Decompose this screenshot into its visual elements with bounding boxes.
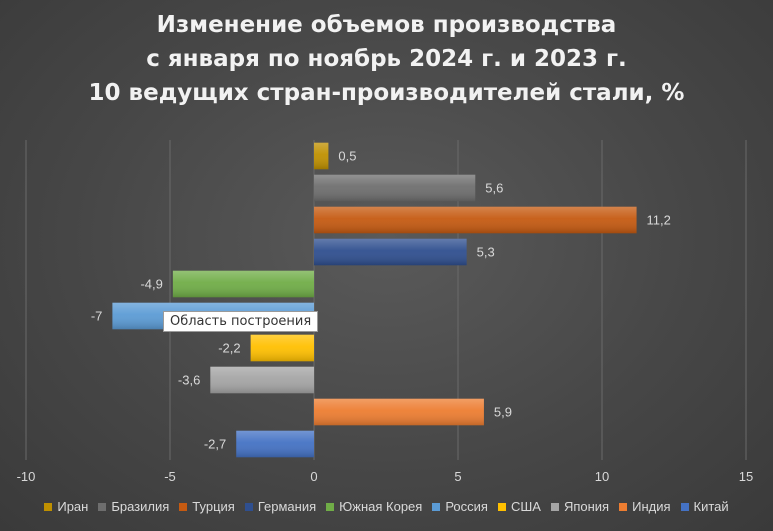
legend-label: США bbox=[510, 499, 541, 514]
legend-label: Турция bbox=[192, 499, 235, 514]
legend-item[interactable]: Япония bbox=[550, 499, 610, 514]
bar-shading bbox=[250, 334, 314, 362]
legend-item[interactable]: Россия bbox=[432, 499, 488, 514]
x-tick-label: 0 bbox=[310, 469, 317, 484]
legend-item[interactable]: Бразилия bbox=[98, 499, 169, 514]
legend: Иран Бразилия Турция Германия Южная Корея Рос… bbox=[0, 499, 773, 514]
legend-item[interactable]: США bbox=[497, 499, 541, 514]
legend-label: Япония bbox=[563, 499, 610, 514]
bar-shading bbox=[314, 206, 637, 234]
data-label: 0,5 bbox=[338, 149, 356, 164]
legend-label: Китай bbox=[693, 499, 729, 514]
x-tick-label: -10 bbox=[17, 469, 36, 484]
legend-item[interactable]: Южная Корея bbox=[326, 499, 422, 514]
legend-item[interactable]: Иран bbox=[44, 499, 88, 514]
data-label: 5,9 bbox=[494, 405, 512, 420]
data-label: -2,7 bbox=[204, 437, 226, 452]
bar-shading bbox=[314, 238, 467, 266]
legend-label: Германия bbox=[257, 499, 317, 514]
bar-shading bbox=[314, 398, 484, 426]
chart-title-line-1: Изменение объемов производства bbox=[156, 12, 617, 38]
chart-title-line-3: 10 ведущих стран-производителей стали, % bbox=[88, 80, 685, 106]
legend-label: Бразилия bbox=[111, 499, 170, 514]
bar-shading bbox=[314, 142, 329, 170]
legend-label: Южная Корея bbox=[339, 499, 423, 514]
data-label: 11,2 bbox=[647, 213, 671, 228]
plot-area-tooltip: Область построения bbox=[163, 311, 319, 332]
legend-swatch bbox=[326, 502, 335, 511]
legend-item[interactable]: Китай bbox=[680, 499, 729, 514]
data-label: 5,6 bbox=[485, 181, 503, 196]
data-label: -2,2 bbox=[218, 341, 240, 356]
bar-shading bbox=[314, 174, 476, 202]
legend-swatch bbox=[432, 502, 441, 511]
x-tick-label: 10 bbox=[595, 469, 609, 484]
data-label: -3,6 bbox=[178, 373, 200, 388]
x-tick-label: 15 bbox=[739, 469, 753, 484]
legend-item[interactable]: Турция bbox=[179, 499, 235, 514]
legend-item[interactable]: Германия bbox=[244, 499, 317, 514]
x-tick-label: -5 bbox=[164, 469, 176, 484]
data-label: -4,9 bbox=[140, 277, 162, 292]
legend-swatch bbox=[619, 502, 628, 511]
data-label: 5,3 bbox=[477, 245, 495, 260]
chart-title: Изменение объемов производства с января … bbox=[0, 8, 773, 110]
x-tick-label: 5 bbox=[454, 469, 461, 484]
legend-swatch bbox=[680, 502, 689, 511]
legend-label: Россия bbox=[445, 499, 488, 514]
legend-swatch bbox=[244, 502, 253, 511]
legend-swatch bbox=[497, 502, 506, 511]
chart-title-line-2: с января по ноябрь 2024 г. и 2023 г. bbox=[146, 46, 627, 72]
bar-shading bbox=[210, 366, 314, 394]
bar-shading bbox=[172, 270, 314, 298]
data-label: -7 bbox=[91, 309, 103, 324]
legend-swatch bbox=[98, 502, 107, 511]
legend-swatch bbox=[179, 502, 188, 511]
legend-swatch bbox=[44, 502, 53, 511]
legend-swatch bbox=[550, 502, 559, 511]
legend-label: Индия bbox=[632, 499, 671, 514]
bar-shading bbox=[236, 430, 314, 458]
legend-item[interactable]: Индия bbox=[619, 499, 671, 514]
legend-label: Иран bbox=[57, 499, 89, 514]
